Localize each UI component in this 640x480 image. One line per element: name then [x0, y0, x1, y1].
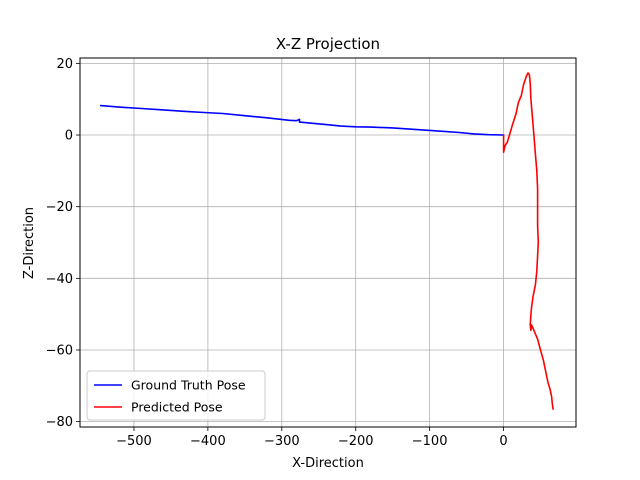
- x-axis-ticks: −500 −400 −300 −200 −100 0: [116, 427, 508, 449]
- y-tick-label: −40: [46, 272, 73, 287]
- plot-lines: [99, 72, 554, 410]
- y-axis-ticks: 20 0 −20 −40 −60 −80: [46, 57, 80, 430]
- y-tick-label: 20: [56, 57, 73, 72]
- plot-frame: [79, 57, 577, 428]
- legend-label: Predicted Pose: [131, 400, 223, 415]
- series-line-predicted: [502, 72, 554, 410]
- legend-label: Ground Truth Pose: [131, 378, 246, 393]
- y-axis-label: Z-Direction: [22, 207, 37, 279]
- y-tick-label: 0: [65, 129, 73, 144]
- y-tick-label: −20: [46, 200, 73, 215]
- chart-title: X-Z Projection: [276, 35, 380, 53]
- x-tick-label: −400: [190, 434, 226, 449]
- x-tick-label: −500: [116, 434, 152, 449]
- x-tick-label: −200: [338, 434, 374, 449]
- y-tick-label: −60: [46, 343, 73, 358]
- legend-box: [86, 370, 266, 421]
- x-tick-label: 0: [499, 434, 507, 449]
- x-axis-label: X-Direction: [292, 456, 364, 471]
- series-line-ground-truth: [99, 104, 505, 136]
- x-tick-label: −300: [264, 434, 300, 449]
- x-tick-label: −100: [412, 434, 448, 449]
- legend: Ground Truth Pose Predicted Pose: [86, 370, 266, 421]
- y-tick-label: −80: [46, 415, 73, 430]
